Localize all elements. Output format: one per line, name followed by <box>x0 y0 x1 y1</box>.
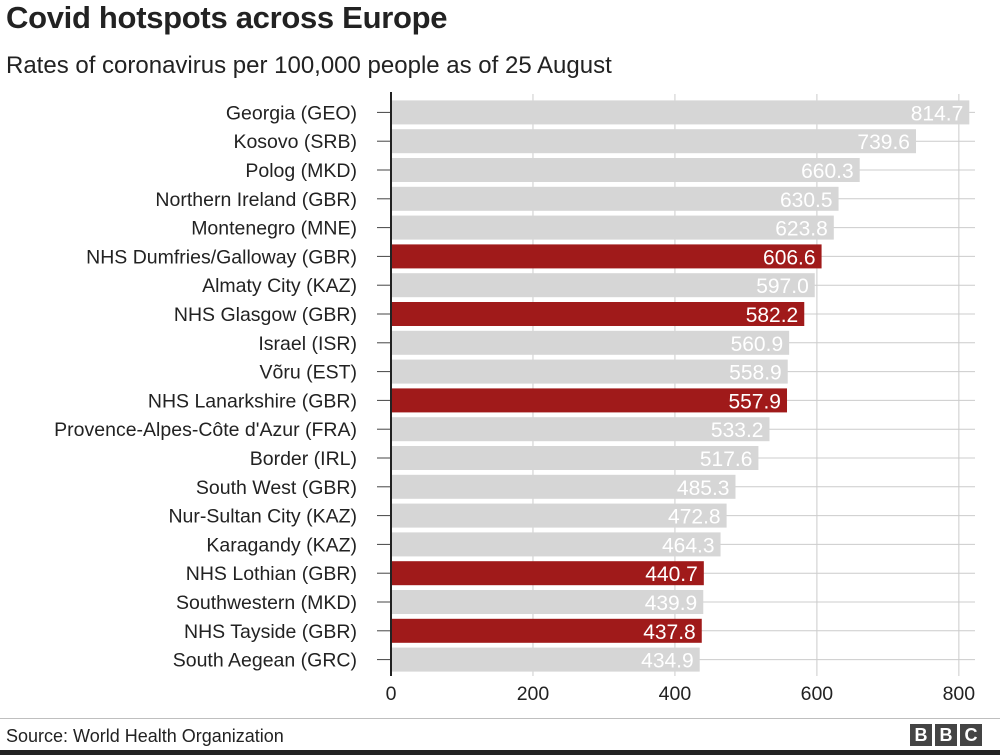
bar <box>391 100 970 125</box>
category-label: NHS Lothian (GBR) <box>186 563 357 585</box>
category-label: Võru (EST) <box>259 362 357 384</box>
category-label: Polog (MKD) <box>245 160 357 182</box>
bbc-logo: B B C <box>910 724 982 746</box>
x-tick-label: 0 <box>386 683 397 705</box>
category-label: South West (GBR) <box>196 477 357 499</box>
category-label: Border (IRL) <box>250 448 357 470</box>
value-label: 558.9 <box>729 362 782 385</box>
bar <box>391 129 916 154</box>
footer-divider <box>0 718 1000 719</box>
bar <box>391 273 815 298</box>
category-label: Provence-Alpes-Côte d'Azur (FRA) <box>54 419 357 441</box>
bbc-logo-letter: C <box>960 724 982 746</box>
x-tick-label: 400 <box>659 683 692 705</box>
bar-chart: Georgia (GEO) 814.7 Kosovo (SRB) 739.6 Polog… <box>54 92 976 705</box>
value-label: 472.8 <box>668 506 721 529</box>
value-label: 464.3 <box>662 534 715 557</box>
value-label: 439.9 <box>645 592 698 615</box>
category-label: Nur-Sultan City (KAZ) <box>168 506 357 528</box>
value-label: 630.5 <box>780 189 833 212</box>
bar <box>391 330 790 355</box>
bar <box>391 590 704 614</box>
value-label: 485.3 <box>677 477 730 500</box>
value-label: 597.0 <box>756 275 809 298</box>
category-label: Karagandy (KAZ) <box>206 534 357 556</box>
value-label: 533.2 <box>711 419 764 442</box>
category-label: Montenegro (MNE) <box>191 218 357 240</box>
value-label: 814.7 <box>911 102 964 125</box>
value-label: 582.2 <box>746 304 799 327</box>
bottom-bar <box>0 750 1000 755</box>
bar <box>391 215 834 240</box>
value-label: 606.6 <box>763 246 816 269</box>
value-label: 623.8 <box>775 218 828 241</box>
bar <box>391 503 727 528</box>
value-label: 739.6 <box>857 131 910 154</box>
category-label: Kosovo (SRB) <box>233 131 357 153</box>
category-label: South Aegean (GRC) <box>173 650 357 672</box>
bbc-logo-letter: B <box>910 724 932 746</box>
bar <box>391 158 860 182</box>
bar <box>391 186 839 211</box>
bar <box>391 359 788 384</box>
category-label: NHS Tayside (GBR) <box>184 621 357 643</box>
bar <box>391 618 702 643</box>
category-label: NHS Glasgow (GBR) <box>174 304 357 326</box>
value-label: 660.3 <box>801 160 854 183</box>
category-label: Georgia (GEO) <box>226 102 357 124</box>
x-tick-label: 800 <box>943 683 976 705</box>
value-label: 437.8 <box>643 621 696 644</box>
chart-title: Covid hotspots across Europe <box>6 0 448 35</box>
value-label: 517.6 <box>700 448 753 471</box>
x-tick-label: 600 <box>801 683 834 705</box>
bbc-logo-letter: B <box>935 724 957 746</box>
source-note: Source: World Health Organization <box>6 726 284 746</box>
bar <box>391 561 704 586</box>
bar <box>391 446 759 470</box>
bar <box>391 388 788 413</box>
value-label: 557.9 <box>728 390 781 413</box>
category-label: Israel (ISR) <box>258 333 357 355</box>
category-label: Northern Ireland (GBR) <box>155 189 357 211</box>
category-label: NHS Lanarkshire (GBR) <box>148 390 357 412</box>
bar <box>391 532 721 557</box>
category-label: Almaty City (KAZ) <box>202 275 357 297</box>
x-tick-label: 200 <box>517 683 550 705</box>
bar <box>391 302 805 326</box>
value-label: 560.9 <box>731 333 784 356</box>
bar <box>391 474 736 499</box>
bar <box>391 244 822 269</box>
value-label: 440.7 <box>645 563 698 586</box>
category-label: Southwestern (MKD) <box>176 592 357 614</box>
chart-subtitle: Rates of coronavirus per 100,000 people … <box>6 52 612 79</box>
category-label: NHS Dumfries/Galloway (GBR) <box>86 246 357 268</box>
value-label: 434.9 <box>641 650 694 673</box>
bar <box>391 417 770 442</box>
bar <box>391 647 700 672</box>
